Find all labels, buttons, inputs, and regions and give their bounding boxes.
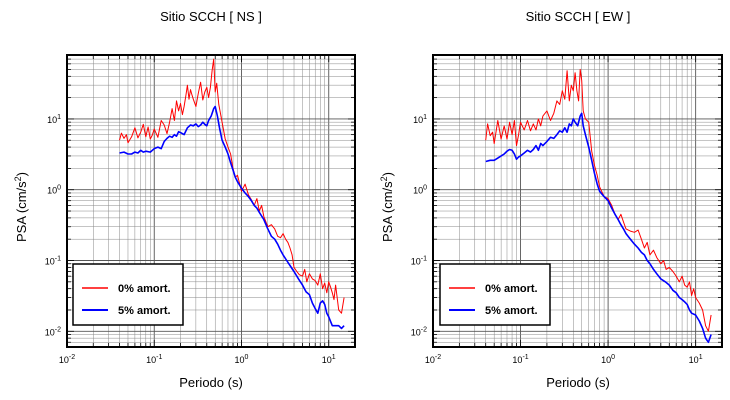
y-tick-label: 100 xyxy=(413,185,427,196)
x-tick-label: 100 xyxy=(235,354,249,365)
y-axis-label-superscript: 2 xyxy=(13,176,23,181)
x-tick-label-base: 10 xyxy=(425,355,435,365)
y-tick-label: 101 xyxy=(413,114,427,125)
legend-label-1: 5% amort. xyxy=(118,305,171,317)
y-tick-label-base: 10 xyxy=(45,257,55,267)
y-tick-label-exp: 0 xyxy=(57,185,61,192)
x-tick-label-base: 10 xyxy=(322,355,332,365)
x-tick-label-base: 10 xyxy=(689,355,699,365)
y-tick-label: 10-1 xyxy=(411,256,427,267)
y-tick-label-base: 10 xyxy=(47,186,57,196)
chart-panel-ew: Sitio SCCH [ EW ] 10-2 10-1 100 101 10-210-… xyxy=(379,9,723,390)
series-line-damped xyxy=(119,105,345,330)
x-tick-label-base: 10 xyxy=(235,355,245,365)
y-tick-label: 101 xyxy=(47,114,61,125)
chart-title: Sitio SCCH [ NS ] xyxy=(160,9,262,24)
y-tick-label: 100 xyxy=(47,185,61,196)
legend-label-1: 5% amort. xyxy=(485,305,538,317)
series-group xyxy=(119,58,345,330)
y-tick-label-exp: -2 xyxy=(55,326,61,333)
y-tick-label: 10-2 xyxy=(45,326,61,337)
tick-marks xyxy=(66,54,356,348)
x-tick-label-base: 10 xyxy=(146,355,156,365)
tick-marks xyxy=(432,54,723,348)
x-tick-label: 10-2 xyxy=(59,354,75,365)
chart-panel-ns: Sitio SCCH [ NS ] 10-2 10-1 100 101 10-210-… xyxy=(13,9,356,390)
series-group xyxy=(485,68,712,344)
x-axis-label: Periodo (s) xyxy=(179,375,243,390)
legend-box xyxy=(439,263,551,326)
x-tick-label-base: 10 xyxy=(601,355,611,365)
x-tick-label-base: 10 xyxy=(59,355,69,365)
x-tick-labels: 10-2 10-1 100 101 xyxy=(425,354,703,365)
x-tick-label-exp: 1 xyxy=(699,354,703,361)
y-axis-label-main: PSA (cm/s xyxy=(380,181,395,242)
y-tick-label-exp: -1 xyxy=(55,256,61,263)
y-tick-label-exp: -1 xyxy=(421,256,427,263)
x-tick-label: 10-2 xyxy=(425,354,441,365)
y-axis-label: PSA (cm/s2) xyxy=(379,172,395,242)
legend-label-0: 0% amort. xyxy=(118,283,171,295)
x-tick-label: 101 xyxy=(322,354,336,365)
y-tick-label-exp: 1 xyxy=(423,114,427,121)
x-tick-label-exp: 0 xyxy=(611,354,615,361)
y-tick-label-base: 10 xyxy=(47,115,57,125)
y-tick-label-base: 10 xyxy=(413,115,423,125)
y-axis-label-close: ) xyxy=(14,172,29,176)
x-tick-label: 10-1 xyxy=(146,354,162,365)
x-tick-label-exp: -1 xyxy=(156,354,162,361)
y-axis-label-superscript: 2 xyxy=(379,176,389,181)
y-axis-label: PSA (cm/s2) xyxy=(13,172,29,242)
x-tick-label-exp: -2 xyxy=(69,354,75,361)
y-tick-label: 10-1 xyxy=(45,256,61,267)
x-tick-label: 10-1 xyxy=(512,354,528,365)
y-tick-label-base: 10 xyxy=(411,327,421,337)
series-line-damped xyxy=(485,112,712,344)
x-tick-labels: 10-2 10-1 100 101 xyxy=(59,354,336,365)
legend: 0% amort. 5% amort. xyxy=(439,263,551,326)
series-line-undamped xyxy=(485,68,712,332)
x-tick-label-exp: 0 xyxy=(245,354,249,361)
x-tick-label-exp: 1 xyxy=(332,354,336,361)
x-tick-label: 101 xyxy=(689,354,703,365)
y-axis-label-main: PSA (cm/s xyxy=(14,181,29,242)
y-tick-label-base: 10 xyxy=(45,327,55,337)
x-axis-label: Periodo (s) xyxy=(546,375,610,390)
legend-label-0: 0% amort. xyxy=(485,283,538,295)
y-tick-label: 10-2 xyxy=(411,326,427,337)
chart-title: Sitio SCCH [ EW ] xyxy=(526,9,631,24)
series-line-undamped xyxy=(119,58,345,314)
legend-box xyxy=(72,263,184,326)
y-tick-label-exp: 0 xyxy=(423,185,427,192)
x-tick-label-exp: -2 xyxy=(435,354,441,361)
x-tick-label-base: 10 xyxy=(512,355,522,365)
y-tick-label-exp: 1 xyxy=(57,114,61,121)
x-tick-label-exp: -1 xyxy=(522,354,528,361)
x-tick-label: 100 xyxy=(601,354,615,365)
legend: 0% amort. 5% amort. xyxy=(72,263,184,326)
y-axis-label-close: ) xyxy=(380,172,395,176)
y-tick-label-base: 10 xyxy=(411,257,421,267)
y-tick-label-base: 10 xyxy=(413,186,423,196)
y-tick-label-exp: -2 xyxy=(421,326,427,333)
